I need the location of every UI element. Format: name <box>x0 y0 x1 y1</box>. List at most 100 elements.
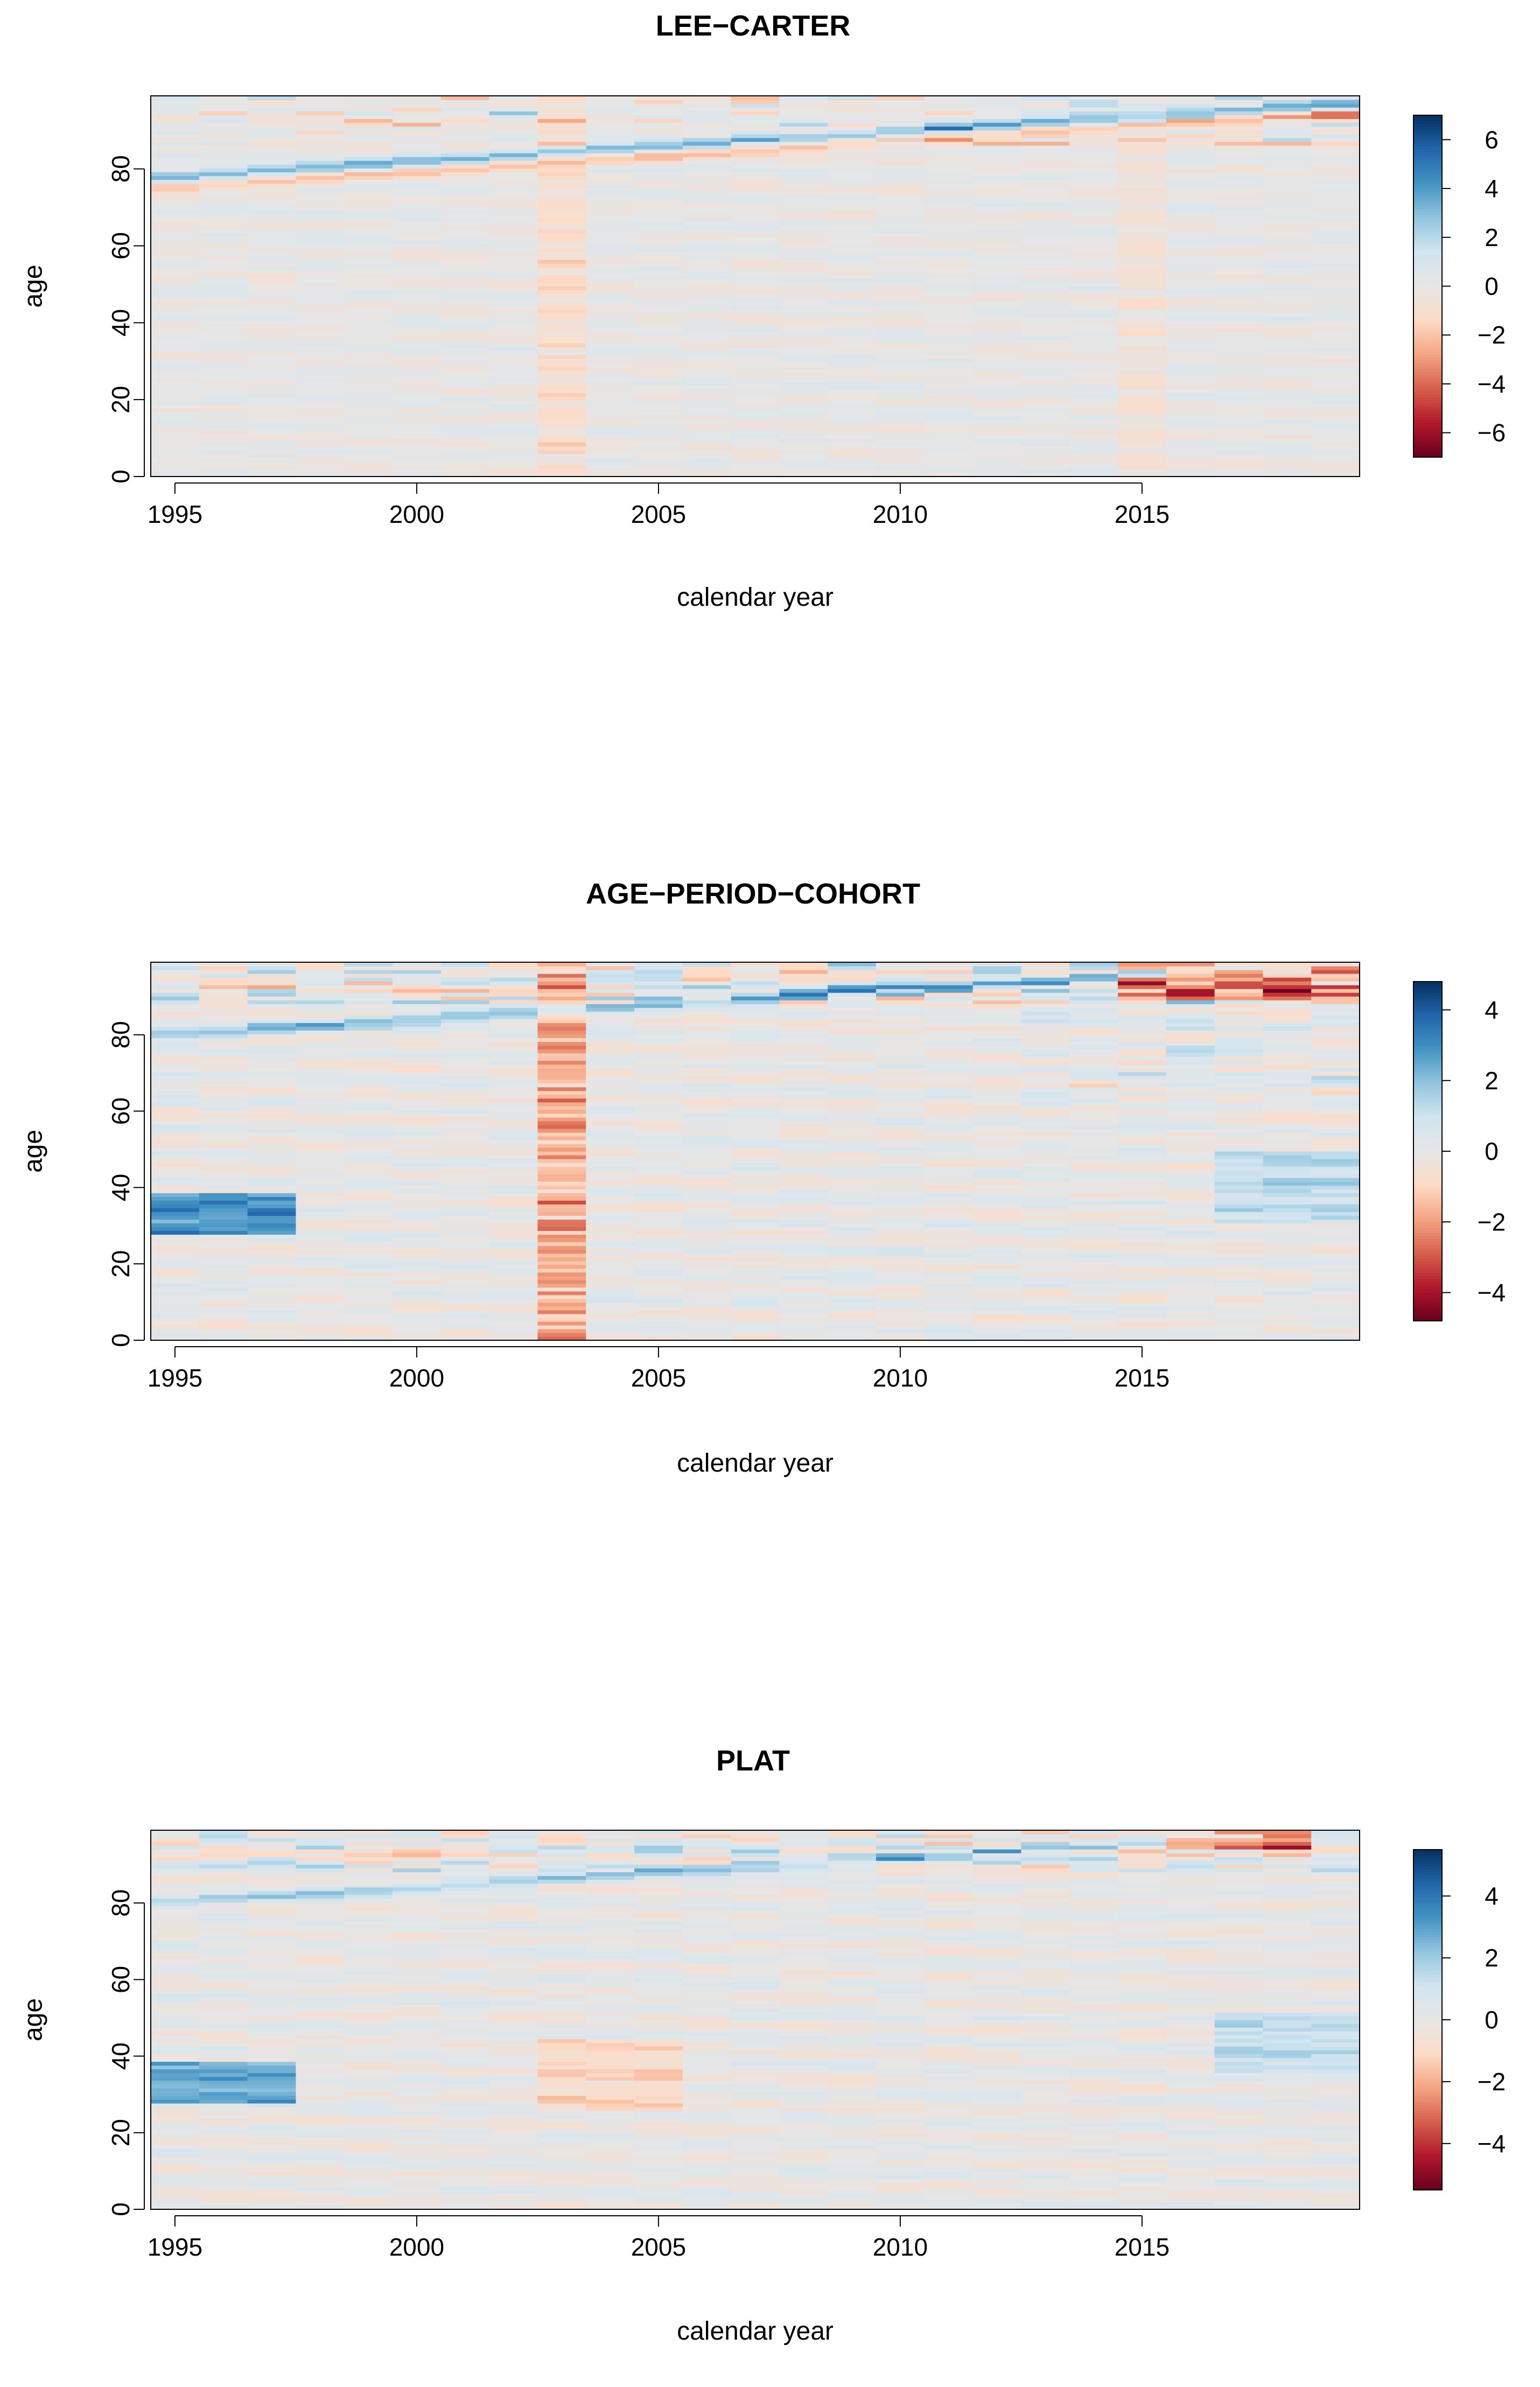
heatmap-cell <box>1166 1287 1215 1292</box>
heatmap-cell <box>1021 423 1070 428</box>
heatmap-cell <box>537 218 586 222</box>
heatmap-cell <box>876 1181 925 1186</box>
heatmap-cell <box>1311 468 1360 473</box>
heatmap-cell <box>682 1026 732 1031</box>
heatmap-cell <box>1166 351 1215 355</box>
heatmap-cell <box>296 1143 345 1148</box>
heatmap-cell <box>1214 1049 1263 1054</box>
heatmap-cell <box>199 419 248 424</box>
heatmap-cell <box>972 255 1021 260</box>
heatmap-cell <box>1021 1328 1070 1333</box>
x-tick-label: 2005 <box>631 500 686 528</box>
heatmap-cell <box>393 431 442 435</box>
heatmap-cell <box>731 354 780 359</box>
heatmap-cell <box>1118 1283 1167 1288</box>
heatmap-cell <box>972 1321 1021 1326</box>
heatmap-cell <box>1021 260 1070 264</box>
heatmap-cell <box>393 210 442 214</box>
heatmap-cell <box>1263 427 1312 431</box>
heatmap-cell <box>1214 157 1263 161</box>
heatmap-cell <box>634 1026 683 1031</box>
heatmap-cell <box>1311 221 1360 226</box>
heatmap-cell <box>1214 1023 1263 1027</box>
colorbar-swatch <box>1413 169 1442 173</box>
heatmap-cell <box>1069 1155 1118 1159</box>
heatmap-cell <box>537 210 586 214</box>
heatmap-cell <box>440 107 490 111</box>
heatmap-cell <box>247 332 296 337</box>
heatmap-cell <box>1069 468 1118 473</box>
heatmap-cell <box>1069 1306 1118 1311</box>
heatmap-cell <box>924 450 974 454</box>
heatmap-cell <box>828 1279 877 1284</box>
heatmap-cell <box>296 1313 345 1318</box>
heatmap-cell <box>1214 183 1263 188</box>
heatmap-cell <box>393 457 442 462</box>
heatmap-cell <box>1069 1105 1118 1110</box>
colorbar-swatch <box>1413 454 1442 458</box>
heatmap-cell <box>1311 377 1360 382</box>
heatmap-cell <box>1214 160 1263 165</box>
heatmap-cell <box>924 1276 974 1280</box>
heatmap-cell <box>634 134 683 138</box>
heatmap-cell <box>682 1004 732 1008</box>
heatmap-cell <box>634 1163 683 1167</box>
heatmap-cell <box>1118 214 1167 218</box>
heatmap-cell <box>151 293 200 298</box>
heatmap-cell <box>731 1075 780 1080</box>
heatmap-cell <box>1263 362 1312 367</box>
colorbar-swatch <box>1413 160 1442 164</box>
heatmap-cell <box>634 450 683 454</box>
heatmap-cell <box>876 431 925 435</box>
heatmap-cell <box>972 1060 1021 1065</box>
heatmap-cell <box>634 442 683 447</box>
heatmap-cell <box>151 1204 200 1208</box>
heatmap-cell <box>1069 107 1118 111</box>
heatmap-cell <box>779 347 828 352</box>
heatmap-cell <box>199 1030 248 1034</box>
heatmap-cell <box>924 992 974 997</box>
heatmap-cell <box>1118 1023 1167 1027</box>
heatmap-cell <box>634 1170 683 1174</box>
heatmap-cell <box>828 453 877 458</box>
heatmap-cell <box>1166 1064 1215 1069</box>
heatmap-cell <box>296 962 345 967</box>
heatmap-cell <box>151 312 200 317</box>
heatmap-cell <box>1069 985 1118 989</box>
heatmap-cell <box>199 1328 248 1333</box>
heatmap-cell <box>779 1098 828 1103</box>
heatmap-cell <box>779 453 828 458</box>
heatmap-cell <box>537 374 586 378</box>
heatmap-cell <box>151 1257 200 1262</box>
heatmap-cell <box>489 1204 538 1208</box>
heatmap-cell <box>1118 1007 1167 1012</box>
heatmap-cell <box>247 305 296 310</box>
heatmap-cell <box>924 1253 974 1258</box>
heatmap-cell <box>1311 411 1360 416</box>
heatmap-cell <box>1166 1072 1215 1076</box>
heatmap-cell <box>393 1128 442 1133</box>
heatmap-cell <box>586 1332 635 1337</box>
heatmap-cell <box>296 1128 345 1133</box>
heatmap-cell <box>151 320 200 325</box>
heatmap-cell <box>1166 183 1215 188</box>
heatmap-cell <box>972 115 1021 120</box>
heatmap-cell <box>634 1056 683 1061</box>
heatmap-cell <box>296 351 345 355</box>
heatmap-cell <box>440 1072 490 1076</box>
heatmap-cell <box>247 1155 296 1159</box>
heatmap-cell <box>634 309 683 313</box>
heatmap-cell <box>634 1102 683 1107</box>
heatmap-cell <box>489 244 538 249</box>
heatmap-cell <box>296 1230 345 1235</box>
heatmap-cell <box>586 408 635 412</box>
heatmap-cell <box>393 354 442 359</box>
heatmap-cell <box>537 435 586 439</box>
heatmap-cell <box>247 1294 296 1299</box>
heatmap-cell <box>1263 145 1312 150</box>
heatmap-cell <box>1166 453 1215 458</box>
heatmap-cell <box>199 194 248 199</box>
heatmap-cell <box>1069 1098 1118 1103</box>
heatmap-cell <box>1214 1155 1263 1159</box>
heatmap-cell <box>779 1306 828 1311</box>
